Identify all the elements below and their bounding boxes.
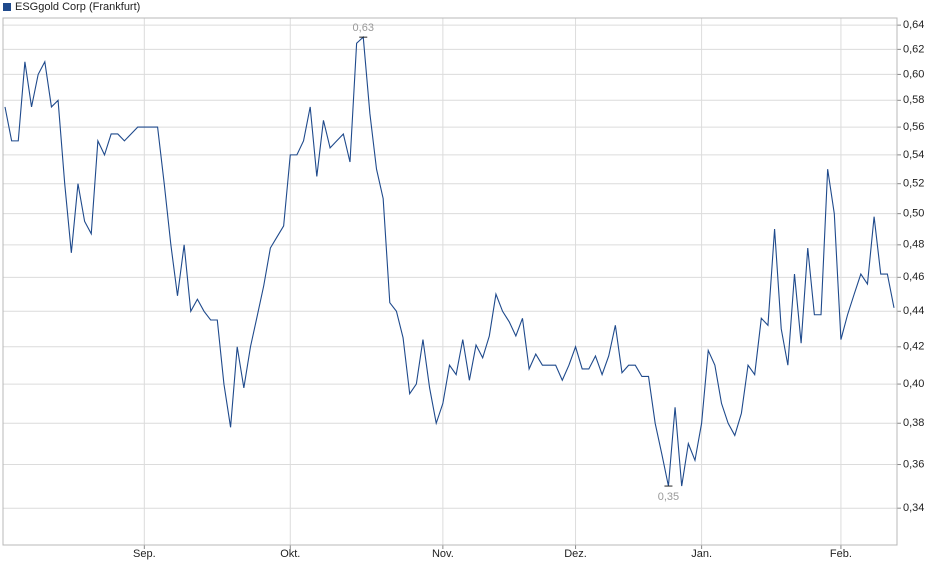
- y-tick-label: 0,50: [903, 208, 924, 220]
- price-line: [4, 35, 895, 487]
- y-tick-label: 0,38: [903, 417, 924, 429]
- x-tick-label: Nov.: [432, 548, 454, 560]
- y-tick-label: 0,40: [903, 378, 924, 390]
- legend-label: ESGgold Corp (Frankfurt): [15, 1, 140, 13]
- y-tick-label: 0,48: [903, 239, 924, 251]
- y-tick-label: 0,44: [903, 305, 924, 317]
- x-tick-label: Feb.: [830, 548, 852, 560]
- y-tick-label: 0,34: [903, 502, 924, 514]
- y-tick-label: 0,62: [903, 43, 924, 55]
- y-tick-label: 0,56: [903, 121, 924, 133]
- y-tick-label: 0,54: [903, 149, 924, 161]
- x-tick-label: Jan.: [691, 548, 712, 560]
- y-tick-label: 0,58: [903, 94, 924, 106]
- y-tick-label: 0,42: [903, 341, 924, 353]
- x-tick-label: Okt.: [280, 548, 300, 560]
- y-tick-label: 0,36: [903, 458, 924, 470]
- y-tick-label: 0,64: [903, 19, 924, 31]
- value-label: 0,35: [658, 491, 679, 503]
- y-tick-label: 0,52: [903, 178, 924, 190]
- legend-swatch: [3, 3, 11, 11]
- x-tick-label: Dez.: [564, 548, 587, 560]
- x-tick-label: Sep.: [133, 548, 156, 560]
- plot-area: [2, 17, 898, 546]
- y-tick-label: 0,46: [903, 271, 924, 283]
- y-tick-label: 0,60: [903, 68, 924, 80]
- value-label: 0,63: [353, 22, 374, 34]
